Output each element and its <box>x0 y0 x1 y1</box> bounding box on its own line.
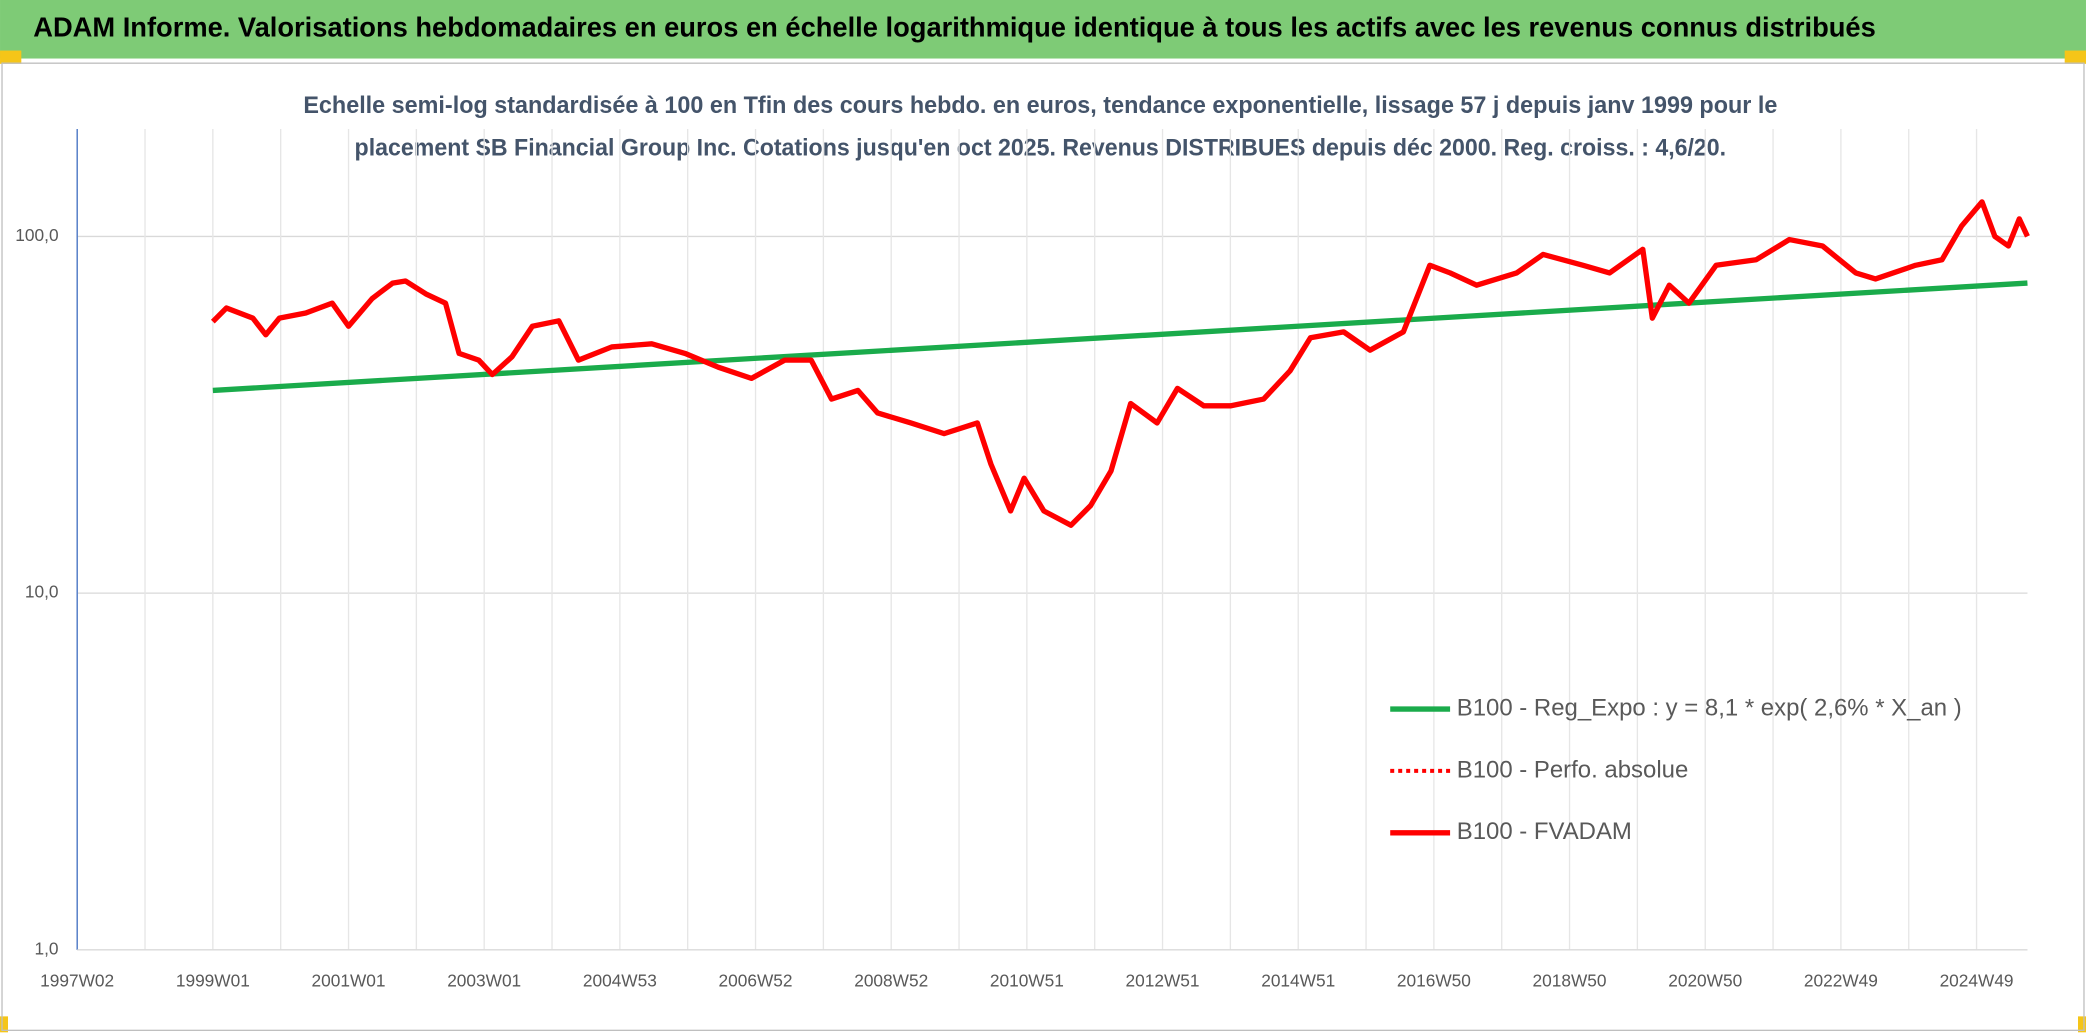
plot <box>210 199 2030 528</box>
x-tick-label: 2016W50 <box>1397 970 1471 990</box>
series-line <box>212 280 2028 394</box>
x-tick-label: 1999W01 <box>176 970 250 990</box>
legend-label: B100 - Reg_Expo : y = 8,1 * exp( 2,6% * … <box>1457 694 1962 721</box>
corner-mark <box>2077 1016 2086 1033</box>
y-tick-label: 10,0 <box>25 582 59 602</box>
x-tick-label: 1997W02 <box>40 970 114 990</box>
corner-mark <box>0 1016 9 1033</box>
x-tick-label: 2001W01 <box>312 970 386 990</box>
x-tick-label: 2003W01 <box>447 970 521 990</box>
legend-label: B100 - FVADAM <box>1457 818 1632 845</box>
corner-mark <box>2064 50 2086 64</box>
x-tick-label: 2006W52 <box>719 970 793 990</box>
x-tick-label: 2012W51 <box>1126 970 1200 990</box>
chart-border <box>1 62 2085 1032</box>
x-tick-label: 2010W51 <box>990 970 1064 990</box>
x-tick-label: 2014W51 <box>1261 970 1335 990</box>
chart-subtitle: Echelle semi-log standardisée à 100 en T… <box>303 92 1777 119</box>
y-tick-label: 1,0 <box>35 938 59 958</box>
legend-label: B100 - Perfo. absolue <box>1457 756 1689 783</box>
legend: B100 - Reg_Expo : y = 8,1 * exp( 2,6% * … <box>1390 694 1962 845</box>
x-tick-label: 2020W50 <box>1668 970 1742 990</box>
y-tick-label: 100,0 <box>15 225 58 245</box>
title-banner <box>0 0 2086 59</box>
chart-subtitle: placement SB Financial Group Inc. Cotati… <box>355 134 1727 161</box>
grid: 1,0 10,0 100,0 1997W02 1999W01 2001W01 2003W01… <box>15 129 2028 990</box>
x-tick-label: 2004W53 <box>583 970 657 990</box>
corner-mark <box>0 50 22 64</box>
chart-title: ADAM Informe. Valorisations hebdomadaire… <box>33 12 1876 43</box>
x-tick-label: 2024W49 <box>1940 970 2014 990</box>
x-tick-label: 2022W49 <box>1804 970 1878 990</box>
x-tick-label: 2018W50 <box>1533 970 1607 990</box>
series-line <box>210 199 2030 528</box>
x-tick-label: 2008W52 <box>854 970 928 990</box>
